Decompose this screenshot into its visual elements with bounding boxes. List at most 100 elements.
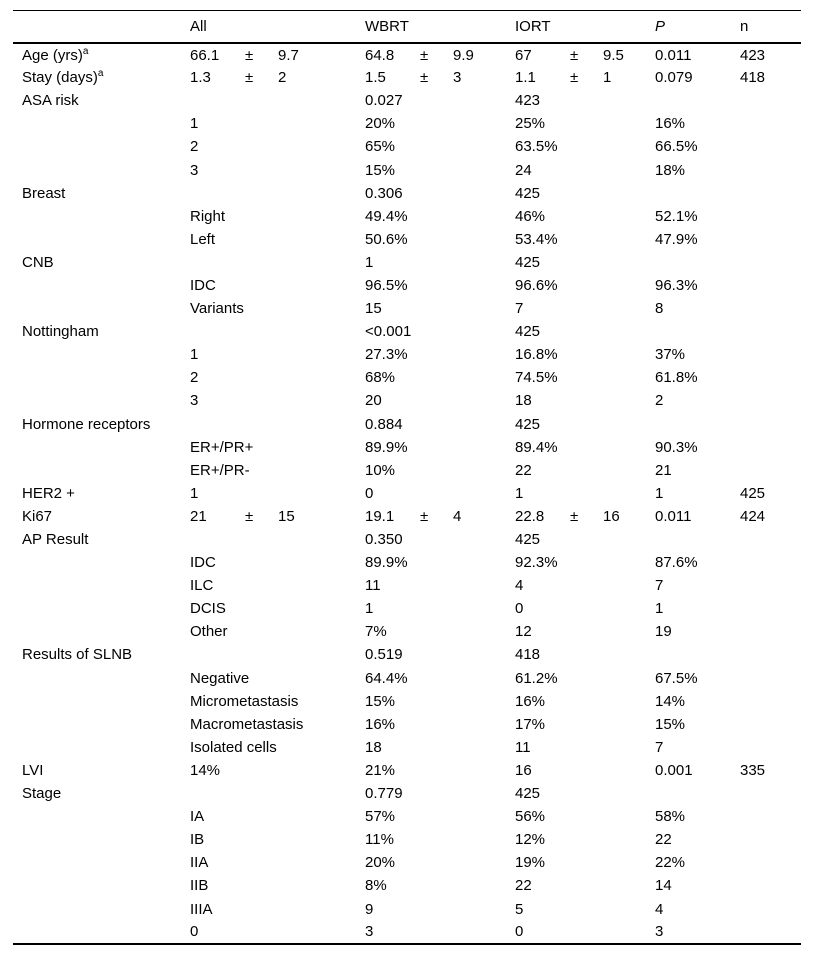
cell-wbrt: <0.001 <box>365 323 412 341</box>
cell-iort: 423 <box>515 92 541 110</box>
table-row: 0 3 0 3 <box>13 921 801 944</box>
cell-all: ER+/PR+ <box>190 438 254 456</box>
cell-wbrt: 15 <box>365 300 382 318</box>
cell-p: 96.3% <box>655 276 698 294</box>
table-row: AP Result 0.350 425 <box>13 528 801 551</box>
mean-value: 19.1 <box>365 507 395 525</box>
cell-p: 1 <box>655 600 664 618</box>
column-header-wbrt: WBRT <box>365 10 515 44</box>
cell-p: 22% <box>655 854 686 872</box>
sd-value: 9.5 <box>603 46 624 64</box>
table-row: ER+/PR- 10% 22 21 <box>13 459 801 482</box>
cell-all: 0 <box>190 923 199 941</box>
cell-p <box>655 643 740 666</box>
row-label <box>13 713 190 736</box>
cell-p: 19 <box>655 623 672 641</box>
cell-all: IIIA <box>190 900 213 918</box>
cell-p: 58% <box>655 808 686 826</box>
cell-p: 47.9% <box>655 230 698 248</box>
cell-p: 15% <box>655 715 686 733</box>
cell-iort: 22 <box>515 461 532 479</box>
cell-wbrt: 64.4% <box>365 669 408 687</box>
row-label <box>13 597 190 620</box>
cell-wbrt: 96.5% <box>365 276 408 294</box>
cell-all: IA <box>190 808 205 826</box>
row-label <box>13 112 190 135</box>
cell-n <box>740 620 801 643</box>
cell-n <box>740 897 801 920</box>
row-label: Hormone receptors <box>22 415 151 433</box>
sd-value: 1 <box>603 69 612 87</box>
cell-wbrt: 11% <box>365 831 394 849</box>
cell-n <box>740 874 801 897</box>
row-label: Ki67 <box>22 507 53 525</box>
cell-iort: 0 <box>515 600 524 618</box>
table-row: DCIS 1 0 1 <box>13 597 801 620</box>
cell-n <box>740 436 801 459</box>
table-row: Other 7% 12 19 <box>13 620 801 643</box>
cell-wbrt: 89.9% <box>365 554 408 572</box>
row-label <box>13 874 190 897</box>
cell-wbrt: 64.8 ±9.9 <box>365 43 515 66</box>
row-label: LVI <box>22 761 44 779</box>
cell-iort: 19% <box>515 854 546 872</box>
cell-n <box>740 643 801 666</box>
cell-all: DCIS <box>190 600 226 618</box>
cell-iort: 425 <box>515 785 541 803</box>
row-label <box>13 274 190 297</box>
cell-wbrt: 7% <box>365 623 387 641</box>
cell-iort: 12% <box>515 831 546 849</box>
cell-iort: 425 <box>515 253 541 271</box>
cell-n <box>740 667 801 690</box>
table-row: IIA 20% 19% 22% <box>13 851 801 874</box>
row-label: Results of SLNB <box>22 646 133 664</box>
cell-p <box>655 89 740 112</box>
cell-iort: 4 <box>515 577 524 595</box>
row-label <box>13 366 190 389</box>
table-row: 1 27.3% 16.8% 37% <box>13 343 801 366</box>
cell-n <box>740 528 801 551</box>
cell-all: ILC <box>190 577 214 595</box>
cell-p: 21 <box>655 461 672 479</box>
row-label: CNB <box>22 253 54 271</box>
cell-p: 0.079 <box>655 69 693 87</box>
table-row: Left 50.6% 53.4% 47.9% <box>13 228 801 251</box>
mean-value: 1.3 <box>190 69 211 87</box>
cell-p: 61.8% <box>655 369 698 387</box>
plus-minus-sign: ± <box>245 507 254 525</box>
plus-minus-sign: ± <box>245 69 254 87</box>
cell-wbrt: 0 <box>365 484 374 502</box>
sd-value: 9.9 <box>453 46 474 64</box>
row-label <box>13 851 190 874</box>
cell-all: 1 <box>190 484 199 502</box>
cell-iort: 16.8% <box>515 346 558 364</box>
cell-all: 14% <box>190 761 221 779</box>
mean-value: 21 <box>190 507 207 525</box>
cell-all: Variants <box>190 300 244 318</box>
cell-n <box>740 274 801 297</box>
plus-minus-sign: ± <box>420 507 429 525</box>
table-row: Results of SLNB 0.519 418 <box>13 643 801 666</box>
cell-iort: 12 <box>515 623 532 641</box>
table-row: IDC 89.9% 92.3% 87.6% <box>13 551 801 574</box>
cell-iort: 425 <box>515 184 541 202</box>
cell-all: IDC <box>190 276 216 294</box>
cell-iort: 96.6% <box>515 276 558 294</box>
column-header-p: P <box>655 10 740 44</box>
cell-all: Isolated cells <box>190 738 277 756</box>
cell-n: 418 <box>740 69 766 87</box>
cell-all: Macrometastasis <box>190 715 304 733</box>
cell-iort: 425 <box>515 531 541 549</box>
cell-iort: 425 <box>515 415 541 433</box>
cell-n <box>740 921 801 944</box>
cell-iort: 425 <box>515 323 541 341</box>
row-label: Stage <box>22 785 62 803</box>
row-label <box>13 343 190 366</box>
sd-value: 15 <box>278 507 295 525</box>
plus-minus-sign: ± <box>570 69 579 87</box>
row-label <box>13 690 190 713</box>
cell-all <box>190 182 365 205</box>
row-label <box>13 158 190 181</box>
sd-value: 4 <box>453 507 462 525</box>
